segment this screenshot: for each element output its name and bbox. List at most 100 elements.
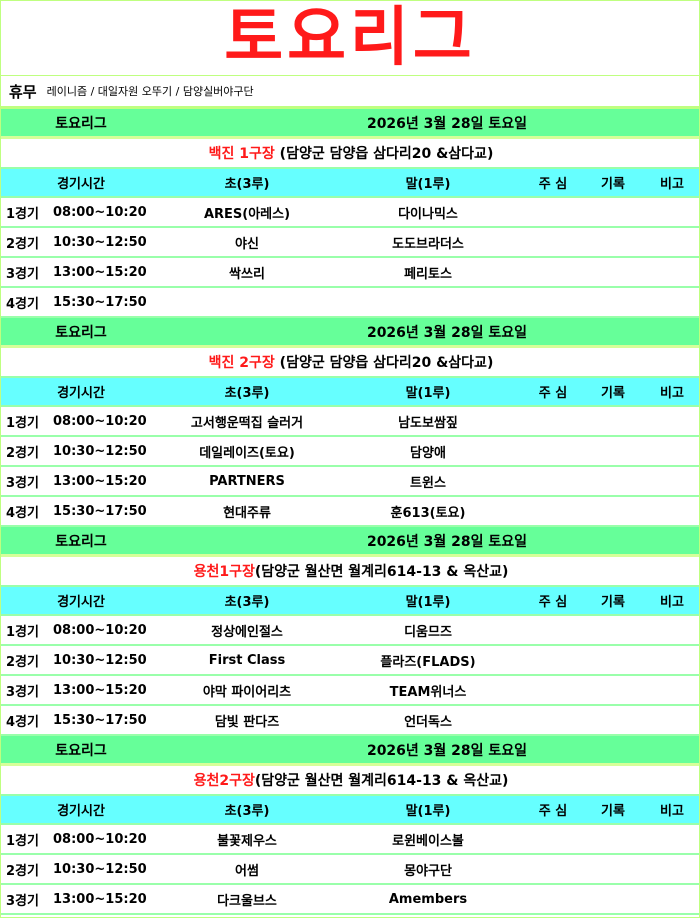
game-time: 13:00~15:20 <box>53 257 161 288</box>
game-time: 13:00~15:20 <box>53 675 161 706</box>
game-number: 1경기 <box>1 615 53 646</box>
venue-schedule-table: 토요리그 2026년 3월 28일 토요일 백진 1구장 (담양군 담양읍 삼다리2… <box>1 109 699 318</box>
umpire-cell <box>523 257 584 288</box>
game-row: 4경기 15:30~17:50 <box>1 287 699 318</box>
column-header-row: 경기시간 초(3루) 말(1루) 주 심 기록 비고 <box>1 586 699 616</box>
umpire-cell <box>523 227 584 258</box>
game-number: 2경기 <box>1 227 53 258</box>
col-home: 초(3루) <box>161 377 333 407</box>
col-home: 초(3루) <box>161 586 333 616</box>
col-note: 비고 <box>643 586 699 616</box>
venue-row: 백진 2구장 (담양군 담양읍 삼다리20 &삼다교) <box>1 346 699 378</box>
away-team: 훈613(토요) <box>333 496 523 527</box>
record-cell <box>583 645 644 676</box>
league-name: 토요리그 <box>1 318 161 348</box>
away-team: 페리토스 <box>333 257 523 288</box>
umpire-cell <box>523 436 584 467</box>
game-number: 3경기 <box>1 675 53 706</box>
page-title: 토요리그 <box>1 1 699 76</box>
col-umpire: 주 심 <box>523 586 584 616</box>
note-cell <box>643 645 699 676</box>
column-header-row: 경기시간 초(3루) 말(1루) 주 심 기록 비고 <box>1 377 699 407</box>
game-time: 13:00~15:20 <box>53 884 161 915</box>
home-team: ARES(아레스) <box>161 197 333 228</box>
note-cell <box>643 466 699 497</box>
venue-schedule-table: 토요리그 2026년 3월 28일 토요일 백진 2구장 (담양군 담양읍 삼다리2… <box>1 318 699 527</box>
game-time: 10:30~12:50 <box>53 854 161 885</box>
game-row: 1경기 08:00~10:20 고서행운떡집 슬러거 남도보쌈짚 <box>1 406 699 437</box>
league-header-row: 토요리그 2026년 3월 28일 토요일 <box>1 527 699 557</box>
record-cell <box>583 496 644 527</box>
umpire-cell <box>523 496 584 527</box>
umpire-cell <box>523 466 584 497</box>
col-time: 경기시간 <box>1 168 161 198</box>
record-cell <box>583 884 644 915</box>
venue-row: 백진 1구장 (담양군 담양읍 삼다리20 &삼다교) <box>1 137 699 169</box>
game-number: 4경기 <box>1 705 53 736</box>
col-time: 경기시간 <box>1 795 161 825</box>
record-cell <box>583 615 644 646</box>
away-team: 몽야구단 <box>333 854 523 885</box>
game-row: 2경기 10:30~12:50 어썸 몽야구단 <box>1 854 699 885</box>
venue-schedule-table: 토요리그 2026년 3월 28일 토요일 용천2구장(담양군 월산면 월계리614… <box>1 736 699 917</box>
record-cell <box>583 914 644 917</box>
home-team: 싹쓰리 <box>161 257 333 288</box>
venue-row: 용천2구장(담양군 월산면 월계리614-13 & 옥산교) <box>1 764 699 796</box>
away-team: 담양애 <box>333 436 523 467</box>
venue-schedule-table: 토요리그 2026년 3월 28일 토요일 용천1구장(담양군 월산면 월계리614… <box>1 527 699 736</box>
game-number: 4경기 <box>1 914 53 917</box>
away-team: 다이나믹스 <box>333 197 523 228</box>
col-away: 말(1루) <box>333 586 523 616</box>
game-time: 15:30~17:50 <box>53 705 161 736</box>
umpire-cell <box>523 675 584 706</box>
record-cell <box>583 406 644 437</box>
note-cell <box>643 257 699 288</box>
col-record: 기록 <box>583 586 644 616</box>
home-team: PARTNERS <box>161 466 333 497</box>
umpire-cell <box>523 645 584 676</box>
record-cell <box>583 854 644 885</box>
league-header-row: 토요리그 2026년 3월 28일 토요일 <box>1 318 699 348</box>
game-number: 2경기 <box>1 436 53 467</box>
venue-name: 용천1구장 <box>193 564 255 580</box>
venue-address: (담양군 담양읍 삼다리20 &삼다교) <box>274 355 494 371</box>
match-date: 2026년 3월 28일 토요일 <box>161 318 584 348</box>
game-row: 4경기 15:30~17:50 담빛 판다즈 언더독스 <box>1 705 699 736</box>
away-team: 트윈스 <box>333 466 523 497</box>
note-cell <box>643 675 699 706</box>
note-cell <box>643 884 699 915</box>
game-row: 1경기 08:00~10:20 ARES(아레스) 다이나믹스 <box>1 197 699 228</box>
venue-name: 백진 2구장 <box>208 355 275 371</box>
record-cell <box>583 824 644 855</box>
umpire-cell <box>523 705 584 736</box>
away-team: 도도브라더스 <box>333 227 523 258</box>
record-cell <box>583 287 644 318</box>
col-home: 초(3루) <box>161 795 333 825</box>
home-team: 정상에인절스 <box>161 615 333 646</box>
col-umpire: 주 심 <box>523 795 584 825</box>
note-cell <box>643 496 699 527</box>
league-name: 토요리그 <box>1 109 161 139</box>
venue-row: 용천1구장(담양군 월산면 월계리614-13 & 옥산교) <box>1 555 699 587</box>
record-cell <box>583 257 644 288</box>
off-day-label: 휴무 <box>9 82 37 101</box>
col-note: 비고 <box>643 377 699 407</box>
game-time: 13:00~15:20 <box>53 466 161 497</box>
col-record: 기록 <box>583 168 644 198</box>
col-record: 기록 <box>583 795 644 825</box>
col-note: 비고 <box>643 795 699 825</box>
game-row: 3경기 13:00~15:20 싹쓰리 페리토스 <box>1 257 699 288</box>
away-team: 다이아몬드 <box>333 914 523 917</box>
venue-address: (담양군 담양읍 삼다리20 &삼다교) <box>274 146 494 162</box>
game-number: 4경기 <box>1 287 53 318</box>
away-team: TEAM위너스 <box>333 675 523 706</box>
col-umpire: 주 심 <box>523 377 584 407</box>
away-team: Amembers <box>333 884 523 915</box>
game-row: 3경기 13:00~15:20 다크울브스 Amembers <box>1 884 699 915</box>
game-time: 08:00~10:20 <box>53 824 161 855</box>
game-number: 1경기 <box>1 197 53 228</box>
umpire-cell <box>523 914 584 917</box>
col-home: 초(3루) <box>161 168 333 198</box>
game-row: 2경기 10:30~12:50 야신 도도브라더스 <box>1 227 699 258</box>
off-day-teams: 레이니즘 / 대일자원 오뚜기 / 담양실버야구단 <box>46 85 254 98</box>
